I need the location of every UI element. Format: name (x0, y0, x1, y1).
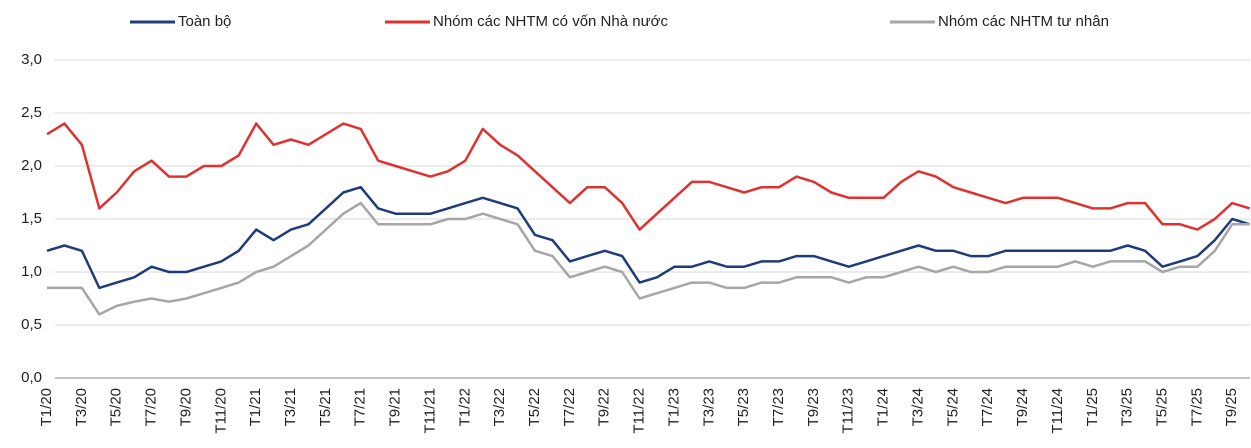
series-line (46, 122, 1251, 231)
y-tick-label: 1,0 (21, 263, 42, 280)
series-line (47, 201, 1250, 316)
x-tick-label: T5/22 (526, 388, 543, 426)
y-tick-label: 2,0 (21, 157, 42, 174)
x-tick-label: T9/25 (1223, 388, 1240, 426)
x-tick-label: T5/20 (108, 388, 125, 426)
x-tick-label: T5/21 (317, 388, 334, 426)
series-line (46, 185, 1251, 290)
x-tick-label: T1/20 (38, 388, 55, 426)
x-tick-label: T3/20 (73, 388, 90, 426)
x-tick-label: T7/25 (1188, 388, 1205, 426)
x-tick-label: T7/24 (979, 388, 996, 426)
x-tick-label: T11/21 (421, 388, 438, 434)
x-tick-label: T11/24 (1049, 388, 1066, 434)
x-tick-label: T11/20 (212, 388, 229, 434)
x-tick-label: T11/22 (631, 388, 648, 434)
x-tick-label: T9/20 (177, 388, 194, 426)
x-tick-label: T3/24 (909, 388, 926, 426)
y-tick-label: 0,0 (21, 369, 42, 386)
x-tick-label: T9/24 (1014, 388, 1031, 426)
y-tick-label: 3,0 (21, 51, 42, 68)
x-tick-label: T7/21 (352, 388, 369, 426)
x-tick-label: T7/22 (561, 388, 578, 426)
x-tick-label: T1/22 (456, 388, 473, 426)
x-tick-label: T1/21 (247, 388, 264, 426)
x-tick-label: T5/24 (944, 388, 961, 426)
x-tick-label: T9/21 (387, 388, 404, 426)
x-tick-label: T9/23 (805, 388, 822, 426)
x-tick-label: T5/25 (1153, 388, 1170, 426)
x-tick-label: T7/23 (770, 388, 787, 426)
y-tick-label: 2,5 (21, 104, 42, 121)
legend-label: Nhóm các NHTM tư nhân (938, 13, 1109, 30)
x-tick-label: T11/23 (840, 388, 857, 434)
x-tick-label: T9/22 (596, 388, 613, 426)
y-tick-label: 1,5 (21, 210, 42, 227)
x-tick-label: T1/23 (665, 388, 682, 426)
legend-label: Toàn bộ (178, 13, 231, 30)
x-tick-label: T3/22 (491, 388, 508, 426)
y-tick-label: 0,5 (21, 316, 42, 333)
x-tick-label: T3/25 (1119, 388, 1136, 426)
x-tick-label: T7/20 (143, 388, 160, 426)
x-tick-label: T3/21 (282, 388, 299, 426)
legend-label: Nhóm các NHTM có vốn Nhà nước (433, 13, 668, 30)
x-tick-label: T1/25 (1084, 388, 1101, 426)
x-tick-label: T5/23 (735, 388, 752, 426)
x-tick-label: T3/23 (700, 388, 717, 426)
x-tick-label: T1/24 (875, 388, 892, 426)
